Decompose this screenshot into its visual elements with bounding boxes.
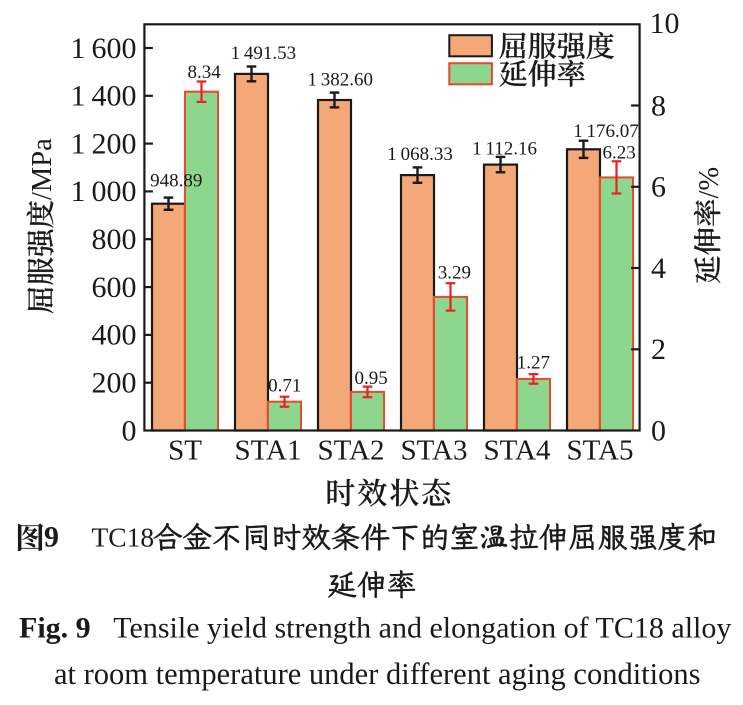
svg-text:6: 6 — [651, 171, 666, 204]
svg-text:8: 8 — [651, 89, 666, 122]
svg-text:4: 4 — [651, 252, 666, 285]
svg-text:9: 9 — [44, 521, 59, 554]
svg-text:200: 200 — [92, 367, 137, 400]
svg-text:0: 0 — [651, 414, 666, 447]
svg-text:1 068.33: 1 068.33 — [387, 144, 453, 165]
svg-text:1.27: 1.27 — [517, 353, 550, 374]
svg-text:1 491.53: 1 491.53 — [231, 43, 297, 64]
svg-text:TC18: TC18 — [92, 522, 155, 553]
svg-text:800: 800 — [92, 223, 137, 256]
svg-text:STA5: STA5 — [567, 434, 634, 466]
svg-text:1 176.07: 1 176.07 — [573, 121, 639, 142]
svg-text:ST: ST — [168, 434, 202, 466]
svg-text:3.29: 3.29 — [438, 262, 471, 283]
svg-text:STA2: STA2 — [318, 434, 385, 466]
svg-text:1 382.60: 1 382.60 — [308, 70, 374, 91]
svg-text:948.89: 948.89 — [150, 171, 202, 192]
svg-text:/%: /% — [694, 167, 725, 199]
svg-text:STA4: STA4 — [484, 434, 551, 466]
svg-text:STA1: STA1 — [235, 434, 302, 466]
svg-text:1 000: 1 000 — [70, 175, 136, 208]
svg-text:1 600: 1 600 — [70, 32, 136, 65]
svg-text:600: 600 — [92, 271, 137, 304]
svg-text:2: 2 — [651, 333, 666, 366]
svg-text:6.23: 6.23 — [603, 143, 636, 164]
svg-text:STA3: STA3 — [401, 434, 468, 466]
svg-text:10: 10 — [650, 7, 680, 40]
svg-text:400: 400 — [92, 319, 137, 352]
svg-text:1 112.16: 1 112.16 — [472, 139, 537, 160]
svg-text:0.71: 0.71 — [268, 375, 301, 396]
svg-text:0.95: 0.95 — [355, 368, 388, 389]
svg-text:/MPa: /MPa — [27, 138, 58, 200]
svg-text:8.34: 8.34 — [188, 62, 222, 83]
svg-text:1 400: 1 400 — [70, 80, 136, 113]
svg-text:1 200: 1 200 — [70, 127, 136, 160]
svg-text:Tensile yield strength and elo: Tensile yield strength and elongation of… — [113, 612, 731, 645]
svg-text:0: 0 — [122, 414, 137, 447]
svg-text:at room temperature under diff: at room temperature under different agin… — [54, 657, 701, 691]
svg-text:Fig. 9: Fig. 9 — [19, 612, 91, 645]
